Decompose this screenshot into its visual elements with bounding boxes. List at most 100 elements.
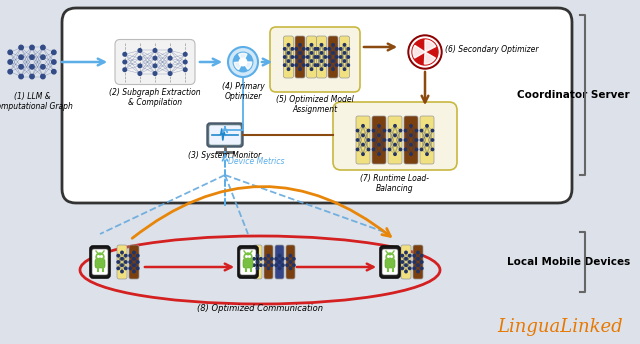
Circle shape [184, 60, 187, 64]
Circle shape [378, 143, 380, 146]
Circle shape [303, 56, 305, 58]
Circle shape [264, 264, 266, 266]
Circle shape [420, 267, 423, 270]
Circle shape [404, 129, 407, 132]
Circle shape [256, 267, 259, 270]
Circle shape [98, 256, 99, 257]
Circle shape [129, 261, 131, 263]
Circle shape [410, 37, 440, 67]
Circle shape [19, 55, 23, 60]
Circle shape [367, 139, 370, 141]
Circle shape [268, 261, 269, 263]
Text: (6) Secondary Optimizer: (6) Secondary Optimizer [445, 45, 538, 54]
FancyBboxPatch shape [95, 259, 105, 268]
Circle shape [388, 139, 391, 141]
Circle shape [383, 148, 386, 151]
Circle shape [324, 56, 326, 58]
Circle shape [310, 52, 313, 54]
Circle shape [287, 44, 290, 46]
FancyBboxPatch shape [328, 36, 338, 78]
Circle shape [136, 261, 139, 263]
Circle shape [19, 65, 23, 69]
FancyBboxPatch shape [92, 249, 108, 275]
Circle shape [310, 68, 313, 71]
Circle shape [362, 153, 364, 155]
Circle shape [52, 69, 56, 74]
FancyBboxPatch shape [286, 245, 295, 279]
Circle shape [320, 44, 323, 46]
Circle shape [291, 56, 294, 58]
Polygon shape [234, 62, 243, 69]
Circle shape [405, 251, 407, 254]
Circle shape [426, 143, 428, 146]
Circle shape [335, 48, 338, 50]
Circle shape [129, 267, 131, 270]
FancyBboxPatch shape [356, 116, 370, 164]
Circle shape [420, 261, 423, 263]
Circle shape [125, 255, 127, 257]
FancyBboxPatch shape [372, 116, 386, 164]
Circle shape [96, 253, 104, 261]
Circle shape [30, 65, 34, 69]
FancyBboxPatch shape [401, 245, 411, 279]
FancyBboxPatch shape [307, 36, 317, 78]
Circle shape [284, 48, 286, 50]
Circle shape [404, 148, 407, 151]
Circle shape [168, 72, 172, 75]
Circle shape [299, 68, 301, 71]
Circle shape [100, 256, 102, 257]
Polygon shape [425, 40, 436, 52]
Circle shape [431, 139, 434, 141]
Circle shape [282, 264, 284, 266]
Circle shape [30, 74, 34, 79]
Circle shape [123, 53, 127, 56]
Circle shape [314, 48, 317, 50]
Circle shape [410, 125, 412, 127]
FancyBboxPatch shape [275, 245, 284, 279]
Circle shape [268, 255, 269, 257]
Text: (1) LLM &
Computational Graph: (1) LLM & Computational Graph [0, 92, 73, 111]
Circle shape [123, 60, 127, 64]
FancyBboxPatch shape [382, 249, 398, 275]
Circle shape [228, 47, 258, 77]
Circle shape [239, 58, 247, 66]
Circle shape [287, 68, 290, 71]
Circle shape [168, 64, 172, 68]
FancyBboxPatch shape [284, 36, 294, 78]
Circle shape [310, 44, 313, 46]
Circle shape [117, 261, 120, 263]
Circle shape [249, 256, 250, 257]
Circle shape [388, 256, 389, 257]
Circle shape [324, 64, 326, 66]
Circle shape [408, 261, 411, 263]
FancyBboxPatch shape [339, 36, 349, 78]
Circle shape [289, 261, 292, 263]
Text: (2) Subgraph Extraction
& Compilation: (2) Subgraph Extraction & Compilation [109, 88, 201, 107]
Circle shape [121, 264, 123, 266]
FancyBboxPatch shape [207, 123, 243, 147]
Circle shape [367, 148, 370, 151]
Circle shape [347, 48, 349, 50]
Circle shape [317, 48, 319, 50]
Circle shape [412, 39, 438, 65]
Circle shape [275, 258, 277, 260]
FancyBboxPatch shape [129, 245, 139, 279]
FancyBboxPatch shape [380, 246, 400, 278]
Circle shape [401, 261, 403, 263]
Circle shape [372, 148, 375, 151]
Circle shape [260, 258, 262, 260]
Circle shape [367, 129, 370, 132]
FancyBboxPatch shape [253, 245, 262, 279]
Text: (3) System Monitor: (3) System Monitor [188, 151, 262, 160]
Circle shape [340, 48, 342, 50]
Circle shape [8, 50, 12, 54]
Polygon shape [243, 62, 252, 69]
Circle shape [335, 64, 338, 66]
Circle shape [299, 60, 301, 62]
FancyBboxPatch shape [404, 116, 418, 164]
Circle shape [133, 270, 135, 273]
Circle shape [405, 270, 407, 273]
Circle shape [343, 68, 346, 71]
Circle shape [415, 139, 418, 141]
Circle shape [328, 64, 330, 66]
